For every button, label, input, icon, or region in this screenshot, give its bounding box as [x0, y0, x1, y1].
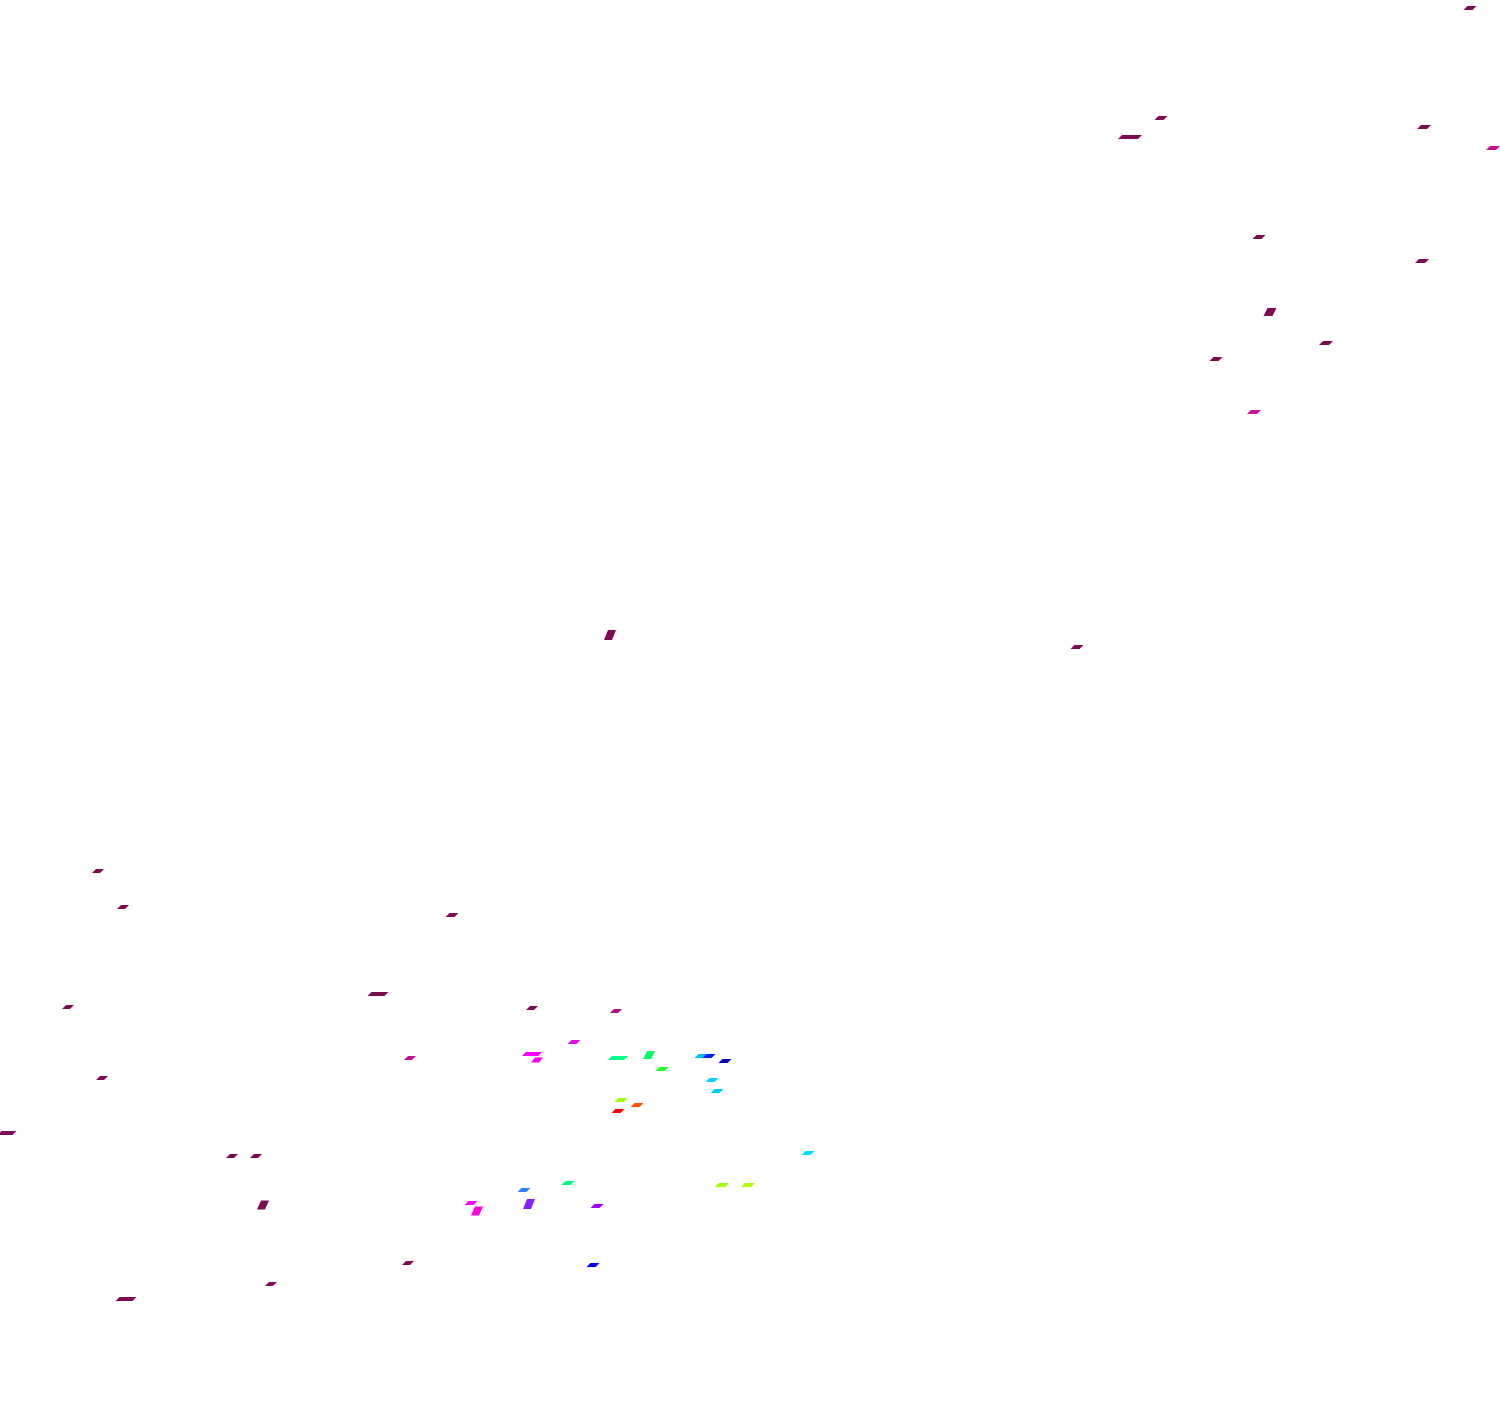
point-fragment	[718, 1059, 732, 1063]
point-fragment	[226, 1154, 238, 1158]
point-fragment	[655, 1067, 669, 1071]
point-fragment	[1263, 308, 1277, 316]
point-fragment	[608, 1056, 628, 1060]
point-fragment	[710, 1089, 724, 1093]
point-fragment	[1247, 410, 1261, 414]
point-fragment	[702, 1054, 716, 1058]
point-fragment	[1118, 135, 1142, 139]
point-fragment	[367, 992, 389, 996]
point-fragment	[590, 1204, 604, 1208]
point-fragment	[0, 1131, 17, 1135]
point-fragment	[1209, 357, 1223, 361]
point-fragment	[96, 1076, 108, 1080]
point-fragment	[643, 1051, 655, 1059]
point-fragment	[1417, 125, 1431, 129]
point-fragment	[402, 1261, 414, 1265]
point-fragment	[1486, 146, 1500, 150]
point-fragment	[62, 1005, 74, 1009]
point-fragment	[257, 1200, 269, 1210]
point-fragment	[517, 1188, 531, 1192]
point-fragment	[705, 1078, 719, 1082]
point-fragment	[610, 1009, 622, 1013]
point-fragment	[614, 1098, 628, 1102]
point-fragment	[567, 1040, 581, 1044]
point-fragment	[523, 1199, 535, 1209]
point-fragment	[445, 913, 459, 917]
point-fragment	[1463, 6, 1477, 10]
point-fragment	[1070, 645, 1084, 649]
point-fragment	[801, 1151, 815, 1155]
point-fragment	[1252, 235, 1266, 239]
point-fragment	[117, 905, 129, 909]
point-fragment	[404, 1056, 416, 1060]
point-fragment	[561, 1181, 575, 1185]
point-fragment	[526, 1006, 538, 1010]
point-fragment	[630, 1103, 644, 1107]
point-fragment	[1415, 259, 1429, 263]
point-fragment	[250, 1154, 262, 1158]
point-fragment	[1319, 341, 1333, 345]
point-fragment	[1154, 116, 1168, 120]
point-fragment	[611, 1109, 625, 1113]
point-fragment	[464, 1201, 478, 1205]
point-fragment	[471, 1206, 483, 1216]
point-fragment	[522, 1052, 542, 1056]
point-fragment	[604, 630, 616, 640]
point-fragment	[531, 1057, 543, 1063]
point-fragment	[715, 1183, 729, 1187]
point-fragment	[586, 1263, 600, 1267]
point-fragment	[115, 1297, 137, 1301]
point-fragment	[92, 869, 104, 873]
point-fragment	[265, 1282, 277, 1286]
point-fragment	[741, 1183, 755, 1187]
